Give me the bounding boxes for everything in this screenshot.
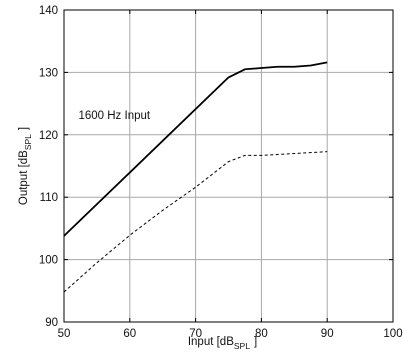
- plot-frame: [63, 9, 394, 323]
- y-tick-label: 120: [39, 130, 58, 142]
- series-line-solid: [63, 61, 328, 237]
- x-axis-label: Input [dBSPL]: [188, 336, 257, 351]
- y-tick-label: 140: [39, 5, 58, 17]
- y-axis-label-main: Output [dB: [18, 150, 30, 205]
- y-axis-label-sub: SPL: [23, 134, 33, 150]
- x-axis-label-main: Input [dB: [188, 336, 234, 348]
- y-tick-label: 110: [40, 192, 58, 204]
- x-tick-label: 100: [383, 328, 402, 340]
- x-tick-label: 70: [189, 328, 202, 340]
- x-tick-labels: 50 60 70 80 90 100: [58, 328, 403, 340]
- annotation-label: 1600 Hz Input: [78, 110, 150, 122]
- y-axis-label-close: ]: [18, 127, 30, 130]
- y-tick-label: 90: [45, 317, 58, 329]
- tick-marks: [63, 9, 394, 323]
- series-line-dashed: [63, 151, 328, 293]
- x-tick-label: 90: [321, 328, 334, 340]
- y-tick-label: 130: [39, 67, 58, 79]
- y-tick-labels: 90 100 110 120 130 140: [39, 5, 58, 329]
- x-axis-label-sub: SPL: [234, 341, 250, 351]
- grid-lines: [64, 10, 393, 322]
- x-tick-label: 50: [58, 328, 71, 340]
- y-tick-label: 100: [39, 255, 58, 267]
- series-group: [63, 61, 328, 293]
- x-tick-label: 80: [255, 328, 268, 340]
- x-axis-label-close: ]: [254, 336, 257, 348]
- y-axis-label: Output [dBSPL]: [18, 127, 33, 205]
- x-tick-label: 60: [123, 328, 136, 340]
